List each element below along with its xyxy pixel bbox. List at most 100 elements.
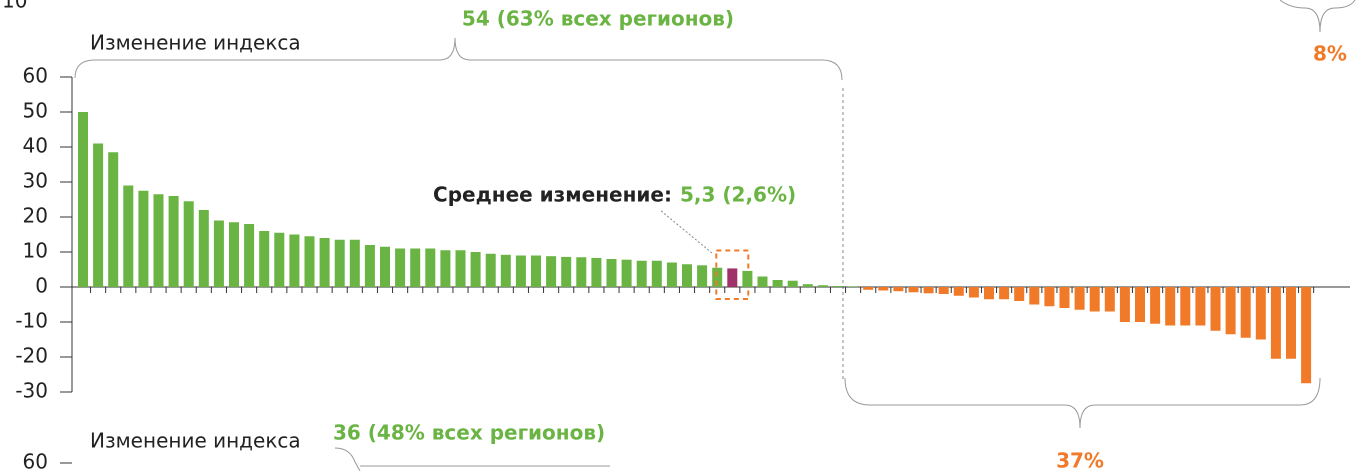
bar xyxy=(470,252,481,287)
bar xyxy=(1119,287,1130,322)
y-tick-label: 50 xyxy=(23,99,48,123)
y-axis-label: Изменение индекса xyxy=(90,429,301,453)
bar xyxy=(500,254,511,287)
bar xyxy=(410,248,421,287)
bar xyxy=(485,253,496,287)
bar xyxy=(531,255,541,287)
bar xyxy=(757,276,768,287)
bar xyxy=(425,248,436,287)
bar xyxy=(213,220,224,287)
bar xyxy=(999,287,1010,300)
bar xyxy=(817,285,828,287)
y-tick-label: -20 xyxy=(15,344,48,368)
bar xyxy=(727,268,738,287)
bar xyxy=(772,280,783,287)
bar xyxy=(682,264,692,287)
bar xyxy=(334,239,345,287)
y-tick-label: 30 xyxy=(23,169,48,193)
bar xyxy=(153,194,164,287)
bar xyxy=(1255,287,1266,340)
y-axis-label: Изменение индекса xyxy=(90,31,301,55)
bar xyxy=(953,287,964,296)
y-tick-label: 40 xyxy=(23,134,48,158)
bar xyxy=(229,222,239,287)
bar xyxy=(666,262,677,287)
bar xyxy=(1135,287,1145,322)
bar xyxy=(833,285,843,287)
bar xyxy=(364,245,375,287)
y-tick-label: -30 xyxy=(15,379,48,403)
bar xyxy=(561,256,572,287)
y-tick-label: -10 xyxy=(15,309,48,333)
y-tick-label: 0 xyxy=(35,274,48,298)
annotation: 36 (48% всех регионов) xyxy=(333,421,605,445)
bar xyxy=(168,196,179,287)
lower-tick-label: 60 xyxy=(23,450,48,471)
bar xyxy=(1059,287,1070,308)
bar xyxy=(787,280,798,287)
bar xyxy=(304,236,315,287)
bar xyxy=(938,287,949,294)
bar xyxy=(93,143,104,287)
bar xyxy=(440,250,451,287)
bar xyxy=(1240,287,1251,338)
bar xyxy=(863,287,874,290)
bar xyxy=(395,248,406,287)
bar xyxy=(712,267,723,287)
upper-tick-label: 10 xyxy=(2,0,27,13)
bracket xyxy=(1279,0,1356,33)
bar xyxy=(349,239,360,287)
bar xyxy=(1089,287,1100,312)
bracket xyxy=(844,377,1321,429)
bar xyxy=(455,250,466,287)
mean-value: 5,3 (2,6%) xyxy=(680,183,796,207)
annotation: 54 (63% всех регионов) xyxy=(462,7,734,31)
bracket xyxy=(74,37,843,81)
bar xyxy=(1074,287,1085,310)
bar xyxy=(621,259,632,287)
bar xyxy=(123,185,134,287)
bar xyxy=(1225,287,1236,335)
bar xyxy=(78,112,88,287)
bar xyxy=(1210,287,1221,331)
bar xyxy=(848,286,859,287)
bar xyxy=(1165,287,1176,326)
bar xyxy=(108,152,119,287)
bar xyxy=(244,224,255,287)
bar xyxy=(1195,287,1206,326)
bar xyxy=(1044,287,1055,307)
bar xyxy=(893,287,904,292)
bar xyxy=(636,260,647,287)
bar xyxy=(742,270,753,287)
bar xyxy=(697,265,708,287)
bar xyxy=(259,231,270,287)
bar xyxy=(984,287,994,300)
bar xyxy=(1014,287,1025,301)
bar xyxy=(1104,287,1115,312)
bar xyxy=(546,256,557,287)
bar xyxy=(1270,287,1281,359)
bar xyxy=(968,287,979,298)
bar xyxy=(591,257,602,287)
bar xyxy=(138,190,149,287)
bar xyxy=(1286,287,1296,359)
bar xyxy=(380,246,390,287)
bar xyxy=(878,287,889,291)
y-tick-label: 10 xyxy=(23,239,48,263)
bar xyxy=(319,238,330,287)
bar xyxy=(908,287,919,293)
mean-label: Среднее изменение: xyxy=(433,183,672,207)
bar xyxy=(515,255,526,287)
annotation: 8% xyxy=(1313,42,1347,66)
bar xyxy=(923,287,934,294)
bar xyxy=(1029,287,1040,305)
bar xyxy=(576,257,587,287)
bar xyxy=(1150,287,1161,324)
bar xyxy=(1180,287,1191,326)
y-tick-label: 60 xyxy=(23,64,48,88)
y-tick-label: 20 xyxy=(23,204,48,228)
bracket xyxy=(334,447,610,471)
bar xyxy=(1301,287,1312,384)
leader-line xyxy=(659,209,713,254)
